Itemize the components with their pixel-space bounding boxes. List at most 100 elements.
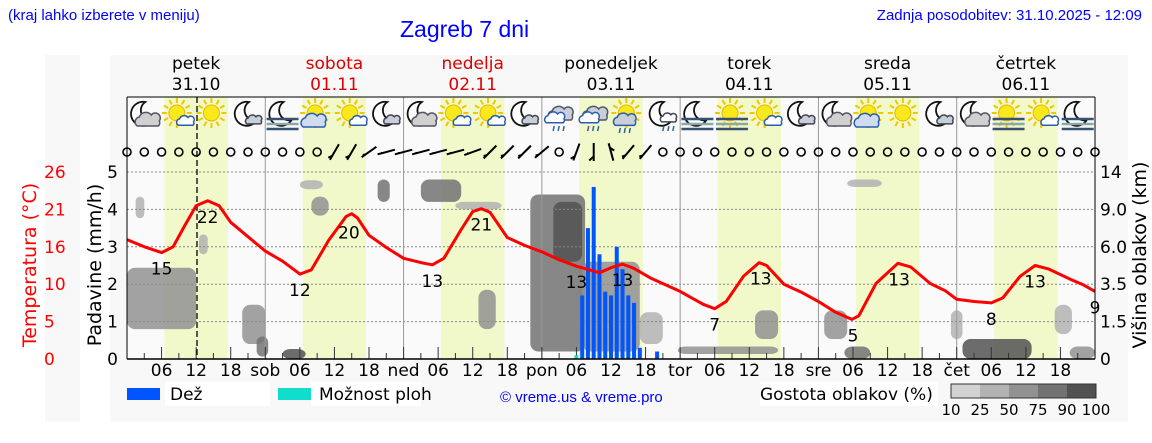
calm-wind-icon [986, 147, 997, 157]
cloud-shape [521, 114, 540, 125]
cloud-density-region [755, 310, 779, 340]
sun-ray [617, 99, 623, 105]
x-tick-label: 06 [427, 361, 449, 381]
wind-barb-icon [377, 148, 396, 156]
x-tick-label: 06 [566, 361, 588, 381]
cloud-scale-label: 100 [1082, 401, 1111, 419]
showers-legend-bg [311, 382, 421, 406]
sun-ray [180, 99, 186, 105]
sun-ray [439, 117, 446, 122]
cloud-height-tick: 9.0 [1100, 200, 1127, 220]
cloud-density-region [242, 304, 266, 345]
cloud-rain-icon [543, 105, 574, 132]
day-name: ponedeljek [564, 54, 658, 74]
sun-ray [630, 99, 635, 105]
cloud-scale-label: 75 [1028, 401, 1047, 419]
sun-ray [163, 104, 169, 109]
cloud-density-region [1069, 346, 1095, 359]
sun-ray [479, 99, 484, 105]
rain-bar [609, 295, 613, 359]
sun-ray [906, 121, 912, 127]
x-tick-day: čet [943, 361, 970, 381]
cloud-scale-swatch [951, 384, 980, 398]
cloud-scale-swatch [980, 384, 1009, 398]
daylight-band [994, 97, 1058, 359]
moon-cloud-icon [406, 100, 438, 127]
sun-ray [756, 121, 761, 127]
sun-ray [894, 99, 899, 105]
calm-wind-icon [1003, 147, 1014, 157]
sun-ray [496, 104, 502, 109]
sun-ray [492, 99, 497, 105]
day-date: 06.11 [1002, 75, 1051, 95]
moon-shape [925, 100, 951, 127]
rain-legend-swatch [127, 388, 160, 400]
calm-wind-icon [969, 147, 979, 157]
sun-ray [768, 99, 773, 105]
calm-wind-icon [1072, 147, 1083, 157]
cloud-density-region [639, 312, 663, 345]
calm-wind-icon [796, 147, 806, 157]
rain-bar [603, 291, 608, 359]
wind-barb-tick [483, 154, 488, 157]
cloud-density-region [553, 201, 583, 262]
cloud-height-tick: 6.0 [1100, 238, 1127, 258]
rain-bar [626, 295, 631, 359]
calm-wind-icon [312, 147, 322, 157]
rain-drop [628, 127, 632, 134]
sun-ray [439, 104, 446, 109]
wind-barb-tick [621, 154, 626, 158]
x-tick-label: 12 [877, 361, 899, 381]
moon-shape [233, 100, 259, 127]
sun-ray [474, 104, 480, 109]
moon-cloud-icon [130, 100, 162, 127]
sun-disc [721, 104, 739, 122]
rain-drop [552, 125, 555, 132]
temp-tick: 0 [44, 350, 55, 370]
x-tick-label: 18 [1050, 361, 1072, 381]
precip-tick: 3 [107, 238, 118, 258]
rain-bar [655, 351, 660, 359]
calm-wind-icon [830, 147, 841, 157]
day-name: petek [172, 54, 220, 74]
calm-wind-icon [951, 147, 962, 157]
temperature-label: 13 [612, 271, 634, 291]
precip-tick: 0 [107, 350, 118, 370]
sun-ray [168, 121, 173, 127]
calm-wind-icon [139, 147, 150, 157]
sun-cloud-icon [749, 98, 783, 128]
temperature-label: 13 [888, 270, 910, 290]
sun-ray [336, 104, 342, 109]
sun-cloud-rain-icon [611, 98, 642, 134]
sun-ray [168, 99, 173, 105]
cloud-shape [825, 111, 853, 127]
copyright-link[interactable]: © vreme.us & vreme.pro [500, 389, 663, 406]
cloud-density-region [478, 289, 496, 330]
cloud-shape [763, 115, 783, 126]
calm-wind-icon [813, 147, 824, 157]
sun-ray [341, 99, 346, 105]
sun-ray [1014, 104, 1021, 109]
x-tick-label: 06 [704, 361, 726, 381]
sun-ray [353, 99, 359, 105]
temperature-label: 13 [1024, 273, 1046, 293]
temp-axis-label: Temperatura (°C) [19, 183, 41, 348]
cloud-height-axis-label: Višina oblakov (km) [1129, 162, 1151, 349]
rain-drop [667, 125, 670, 132]
sun-ray [1032, 99, 1038, 105]
sun-ray [445, 121, 450, 127]
cloud-shape [175, 115, 195, 126]
calm-wind-icon [779, 147, 789, 157]
x-tick-label: 06 [980, 361, 1002, 381]
moon-small-cloud-icon [925, 100, 954, 127]
rain-bar [585, 228, 590, 359]
x-tick-label: 18 [911, 361, 933, 381]
cloud-shape [964, 111, 991, 127]
rain-bar [580, 295, 585, 359]
sun-ray [738, 104, 744, 109]
calm-wind-icon [761, 147, 772, 157]
wind-barb-icon [517, 144, 532, 160]
sun-ray [1027, 104, 1033, 109]
temperature-label: 13 [750, 270, 772, 290]
